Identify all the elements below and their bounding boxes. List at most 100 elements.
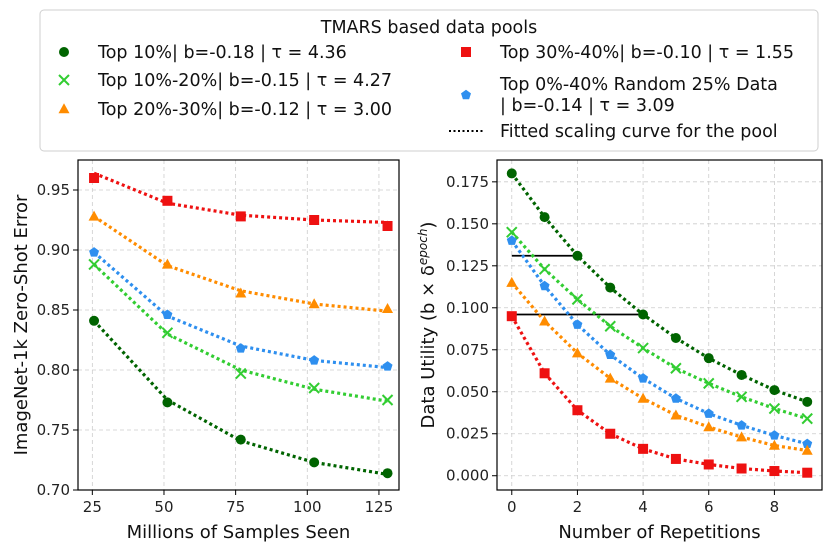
left-point-top10 (162, 397, 173, 408)
legend-title: TMARS based data pools (320, 18, 537, 38)
right-point-random (638, 373, 649, 383)
left-point-top20_30 (382, 303, 394, 314)
right-y-axis-label-main: Data Utility (b × δ (418, 265, 439, 428)
right-point-top10 (736, 369, 747, 380)
right-point-top10_20 (604, 320, 616, 332)
right-point-random (539, 280, 550, 291)
left-point-top30_40 (235, 211, 246, 222)
left-x-tick-label: 50 (154, 498, 173, 516)
left-x-tick-label: 25 (83, 498, 102, 516)
legend-label-top10: Top 10%| b=-0.18 | τ = 4.36 (97, 43, 347, 63)
right-point-random (605, 349, 616, 360)
right-y-tick-label: 0.050 (446, 383, 489, 401)
right-point-top10_20 (538, 263, 551, 275)
legend-label-fit: Fitted scaling curve for the pool (500, 122, 778, 142)
right-y-tick-label: 0.100 (446, 299, 489, 317)
left-point-top30_40 (89, 173, 100, 183)
right-point-top20_30 (637, 392, 649, 403)
right-point-top30_40 (638, 443, 649, 454)
legend-label-top20_30: Top 20%-30%| b=-0.12 | τ = 3.00 (97, 100, 392, 120)
right-point-top30_40 (703, 459, 714, 470)
right-point-top10 (572, 250, 583, 261)
legend-marker-top10_20-icon (58, 74, 70, 86)
right-y-axis-label-sup: epoch (416, 229, 430, 266)
left-fit-line-top10_20 (92, 263, 388, 403)
left-x-tick-label: 75 (226, 498, 245, 516)
right-point-top20_30 (506, 276, 518, 287)
right-point-random (769, 430, 780, 440)
right-point-top20_30 (604, 372, 616, 383)
legend-marker-random-icon (461, 89, 471, 100)
right-point-random (670, 393, 681, 403)
right-fit-line-top10_20 (510, 231, 808, 421)
legend: TMARS based data pools Top 10%| b=-0.18 … (39, 9, 819, 152)
left-point-top10 (309, 457, 320, 468)
right-point-top20_30 (736, 431, 748, 442)
right-y-tick-label: 0.025 (446, 425, 489, 443)
left-y-tick-label: 0.70 (37, 481, 70, 499)
right-fit-line-top10 (510, 172, 808, 404)
right-point-top20_30 (801, 444, 813, 455)
left-point-random (309, 355, 320, 365)
left-point-top20_30 (235, 287, 247, 298)
legend-frame (39, 9, 819, 152)
right-point-top10_20 (506, 226, 518, 238)
right-point-top10 (638, 309, 649, 320)
right-point-top20_30 (703, 421, 715, 432)
left-chart: 25 50 75 100 125 0.70 0.75 0.80 0.85 0.90 0.95 Mil… (11, 159, 400, 543)
right-point-top20_30 (539, 315, 551, 326)
right-point-top20_30 (768, 439, 780, 450)
right-x-tick-label: 6 (704, 498, 714, 516)
right-fit-line-top30_40 (510, 315, 808, 475)
legend-label-random-line2: | b=-0.14 | τ = 3.09 (500, 96, 675, 116)
left-point-top20_30 (88, 210, 100, 221)
right-point-random (802, 438, 813, 449)
right-point-top10_20 (735, 391, 748, 403)
left-point-top30_40 (382, 221, 393, 231)
right-point-top10_20 (703, 377, 715, 390)
left-plot-frame (77, 159, 400, 491)
left-point-top20_30 (308, 298, 320, 309)
left-x-tick-label: 100 (293, 498, 322, 516)
right-point-top10_20 (670, 362, 682, 374)
left-point-top10_20 (308, 382, 320, 394)
right-x-axis-label: Number of Repetitions (558, 522, 760, 543)
left-point-top30_40 (162, 195, 173, 206)
left-fit-line-top20_30 (93, 215, 388, 313)
right-chart: 0 2 4 6 8 0.000 0.025 0.050 0.075 0.100 0.125 0.150… (416, 159, 823, 543)
right-y-tick-label: 0.150 (446, 215, 489, 233)
right-point-top30_40 (736, 463, 747, 474)
right-point-top10_20 (637, 342, 649, 354)
legend-marker-top20_30-icon (58, 103, 70, 114)
right-fit-line-random (510, 239, 808, 446)
left-point-random (89, 247, 100, 257)
left-point-top10 (235, 434, 246, 445)
right-x-tick-label: 4 (638, 498, 648, 516)
right-y-tick-label: 0.075 (446, 341, 489, 359)
right-point-top30_40 (539, 368, 550, 379)
right-point-top10_20 (571, 293, 584, 306)
right-x-tick-label: 2 (573, 498, 583, 516)
right-point-top30_40 (506, 311, 517, 322)
right-point-top10 (802, 396, 813, 407)
left-x-axis-label: Millions of Samples Seen (127, 522, 351, 543)
right-point-top10 (670, 333, 681, 344)
left-y-tick-label: 0.90 (37, 241, 70, 259)
left-y-axis-label: ImageNet-1k Zero-Shot Error (11, 194, 32, 455)
right-y-tick-label: 0.175 (446, 173, 489, 191)
left-point-random (235, 343, 246, 353)
right-point-top30_40 (769, 466, 780, 477)
right-point-top10 (769, 385, 780, 396)
right-point-top10_20 (801, 412, 813, 425)
right-point-top10 (539, 212, 550, 223)
left-point-top10 (382, 468, 393, 479)
right-point-top30_40 (670, 453, 681, 464)
left-y-tick-label: 0.95 (37, 181, 70, 199)
left-x-tick-label: 125 (365, 498, 394, 516)
right-point-top20_30 (670, 409, 682, 420)
legend-label-random: Top 0%-40% Random 25% Data (499, 75, 778, 95)
left-point-top10_20 (381, 394, 394, 406)
right-point-top30_40 (802, 467, 813, 478)
legend-label-top10_20: Top 10%-20%| b=-0.15 | τ = 4.27 (97, 71, 392, 91)
